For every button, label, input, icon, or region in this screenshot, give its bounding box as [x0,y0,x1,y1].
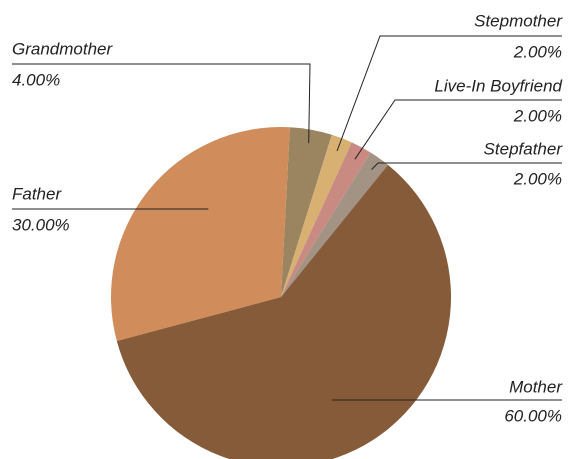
pie-slice [281,142,371,297]
slice-value-label: 2.00% [513,42,562,61]
pie-slice [116,164,451,459]
pie-slice [281,134,352,297]
slice-label: Father [12,184,62,203]
slice-label: Mother [509,377,563,396]
slice-label: Grandmother [12,39,113,58]
leader-line [354,99,562,160]
slice-label: Stepfather [484,139,564,158]
pie-slice [110,127,290,341]
slice-value-label: 60.00% [504,406,562,425]
slice-value-label: 2.00% [513,106,562,125]
pie-slice [281,152,388,297]
leader-line [12,63,311,144]
pie-slice [281,127,332,298]
slice-value-label: 2.00% [513,169,562,188]
slice-label: Stepmother [474,11,563,30]
leader-line [336,35,562,152]
slice-label: Live-In Boyfriend [434,76,562,95]
slice-value-label: 4.00% [12,70,60,89]
leader-line [371,162,562,170]
slice-value-label: 30.00% [12,215,70,234]
